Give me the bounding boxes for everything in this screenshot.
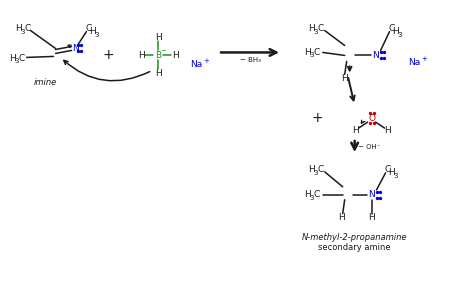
FancyArrowPatch shape — [348, 66, 352, 71]
Text: − BH₃: − BH₃ — [239, 57, 260, 63]
Text: B: B — [155, 51, 161, 60]
FancyArrowPatch shape — [348, 78, 355, 100]
Text: N: N — [368, 190, 375, 199]
Text: N‑methyl‑2‑propanamine: N‑methyl‑2‑propanamine — [302, 233, 408, 242]
Text: H: H — [338, 213, 345, 222]
Text: C: C — [318, 165, 324, 174]
Text: H: H — [309, 165, 315, 174]
Text: +: + — [312, 111, 324, 125]
Text: Na: Na — [190, 60, 202, 69]
FancyArrowPatch shape — [64, 61, 150, 81]
Text: +: + — [203, 58, 209, 64]
Text: imine: imine — [34, 78, 57, 87]
Text: H: H — [138, 51, 145, 60]
Text: H: H — [341, 74, 348, 83]
Text: C: C — [18, 54, 25, 63]
Text: H: H — [304, 48, 311, 57]
Text: H: H — [304, 190, 311, 199]
Text: − OH⁻: − OH⁻ — [358, 144, 381, 150]
Text: 3: 3 — [14, 58, 19, 64]
Text: Na: Na — [409, 58, 420, 67]
Text: C: C — [314, 190, 320, 199]
Text: 3: 3 — [397, 32, 402, 38]
Text: −: − — [160, 49, 166, 55]
Text: O: O — [368, 114, 375, 123]
Text: H: H — [352, 126, 359, 135]
Text: H: H — [368, 213, 375, 222]
Text: secondary amine: secondary amine — [319, 243, 391, 252]
Text: N: N — [372, 51, 379, 60]
Text: H: H — [388, 168, 395, 177]
FancyArrowPatch shape — [68, 45, 71, 48]
Text: H: H — [15, 24, 22, 33]
Text: H: H — [384, 126, 391, 135]
Text: H: H — [309, 24, 315, 33]
Text: H: H — [172, 51, 179, 60]
Text: H: H — [9, 54, 16, 63]
Text: +: + — [102, 49, 114, 63]
Text: +: + — [421, 57, 428, 62]
Text: 3: 3 — [94, 32, 99, 38]
Text: C: C — [318, 24, 324, 33]
Text: C: C — [384, 165, 391, 174]
Text: 3: 3 — [310, 195, 314, 201]
Text: 3: 3 — [313, 170, 318, 176]
Text: 3: 3 — [313, 28, 318, 34]
Text: N: N — [72, 44, 79, 53]
Text: 3: 3 — [310, 53, 314, 59]
Text: C: C — [388, 24, 395, 33]
Text: 3: 3 — [393, 173, 398, 179]
Text: H: H — [155, 69, 162, 78]
Text: C: C — [25, 24, 31, 33]
Text: 3: 3 — [20, 28, 25, 34]
Text: H: H — [392, 27, 399, 36]
Text: H: H — [89, 27, 96, 36]
Text: H: H — [155, 33, 162, 42]
Text: C: C — [314, 48, 320, 57]
FancyArrowPatch shape — [361, 120, 365, 123]
Text: C: C — [85, 24, 91, 33]
